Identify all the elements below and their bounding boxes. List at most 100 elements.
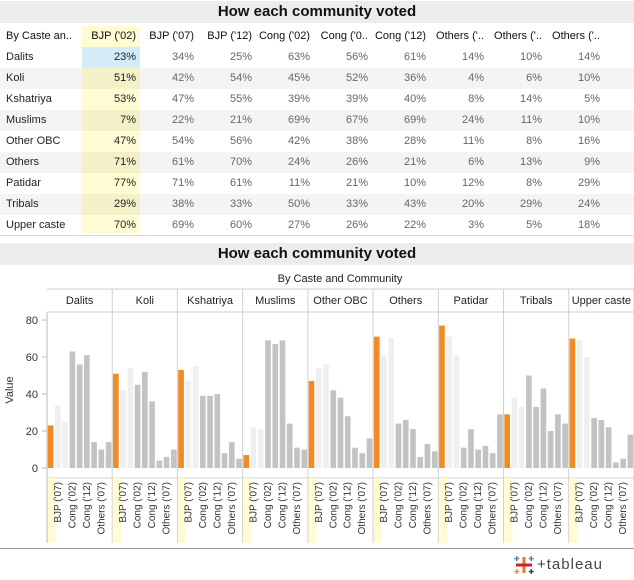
bar-others-0 xyxy=(373,336,380,468)
row-label: Dalits xyxy=(6,51,34,63)
bar-muslims-2 xyxy=(257,429,264,468)
y-tick-label: 60 xyxy=(26,352,38,364)
highlight-band xyxy=(504,478,513,543)
table-cell: 55% xyxy=(229,93,252,105)
panel-header-tribals: Tribals xyxy=(520,295,553,307)
bar-muslims-6 xyxy=(286,423,293,468)
bar-upper-caste-8 xyxy=(627,434,634,468)
bar-other-obc-2 xyxy=(323,364,329,468)
x-tick-label: BJP ('07) xyxy=(53,482,64,523)
x-tick-label: Cong ('12) xyxy=(343,482,354,528)
tableau-logo[interactable]: +tableau xyxy=(513,553,633,577)
table-cell: 24% xyxy=(287,156,310,168)
tableau-cross-icon xyxy=(514,556,534,574)
bar-tribals-4 xyxy=(533,406,539,468)
y-axis-title: Value xyxy=(4,376,16,403)
bar-others-5 xyxy=(410,429,416,468)
bar-kshatriya-5 xyxy=(214,394,221,468)
bar-patidar-8 xyxy=(497,414,503,468)
table-cell: 22% xyxy=(403,219,426,231)
highlight-band xyxy=(177,478,187,543)
x-tick-label: Cong ('12) xyxy=(473,482,484,528)
table-cell: 71% xyxy=(171,177,194,189)
tableau-logo-text: +tableau xyxy=(537,556,603,573)
bar-dalits-6 xyxy=(91,442,97,468)
bar-koli-2 xyxy=(127,368,134,468)
bar-koli-8 xyxy=(170,449,177,468)
table-cell: 69% xyxy=(403,114,426,126)
table-cell: 33% xyxy=(345,198,368,210)
table-cell: 39% xyxy=(345,93,368,105)
x-tick-label: Cong ('02) xyxy=(459,482,470,528)
column-header: Cong ('12) xyxy=(374,30,426,42)
bar-patidar-7 xyxy=(489,453,496,468)
table-cell: 4% xyxy=(468,72,484,84)
selected-cell xyxy=(82,47,140,68)
bar-upper-caste-7 xyxy=(620,458,626,468)
x-tick-label: BJP ('07) xyxy=(118,482,129,523)
bar-upper-caste-0 xyxy=(569,338,576,468)
row-label: Muslims xyxy=(6,114,47,126)
table-cell: 10% xyxy=(519,51,542,63)
highlight-band xyxy=(112,478,121,543)
table-cell: 3% xyxy=(468,219,484,231)
table-row: Tribals 29% 38% 33% 50% 33% 43% 20% 29% 24% xyxy=(0,194,634,215)
bar-patidar-4 xyxy=(468,429,474,468)
x-tick-label: Cong ('02) xyxy=(198,482,209,528)
bar-others-3 xyxy=(395,423,402,468)
bar-dalits-4 xyxy=(76,364,83,468)
table-cell: 52% xyxy=(345,72,368,84)
table-cell: 14% xyxy=(461,51,484,63)
y-tick-label: 80 xyxy=(26,315,38,327)
bar-kshatriya-3 xyxy=(199,395,206,468)
row-label: Koli xyxy=(6,72,25,84)
bar-koli-6 xyxy=(156,460,163,468)
y-tick-label: 20 xyxy=(26,426,38,438)
table-row: Upper caste 70% 69% 60% 27% 26% 22% 3% 5% 18% xyxy=(0,215,634,236)
x-tick-label: BJP ('07) xyxy=(183,482,194,523)
bar-muslims-3 xyxy=(265,340,271,468)
bar-other-obc-4 xyxy=(337,397,344,468)
highlight-band xyxy=(308,478,317,543)
table-cell: 26% xyxy=(345,156,368,168)
panel-header-koli: Koli xyxy=(136,295,154,307)
table-cell: 24% xyxy=(461,114,484,126)
bar-others-4 xyxy=(402,419,409,468)
bar-tribals-8 xyxy=(562,423,568,468)
table-cell: 26% xyxy=(345,219,368,231)
table-cell: 36% xyxy=(403,72,426,84)
bar-upper-caste-4 xyxy=(598,419,605,468)
bar-dalits-0 xyxy=(47,425,54,468)
x-tick-label: BJP ('07) xyxy=(509,482,520,523)
column-header: Cong ('02) xyxy=(258,30,310,42)
bar-other-obc-6 xyxy=(352,447,358,468)
table-row: Dalits 23% 34% 25% 63% 56% 61% 14% 10% 14% xyxy=(0,47,634,68)
bar-koli-5 xyxy=(149,401,155,468)
table-cell: 8% xyxy=(526,135,542,147)
bar-patidar-0 xyxy=(439,325,445,468)
x-tick-label: Cong ('12) xyxy=(538,482,549,528)
table-cell: 21% xyxy=(403,156,426,168)
table-cell: 24% xyxy=(577,198,600,210)
table-cell: 11% xyxy=(462,135,484,147)
table-cell: 21% xyxy=(345,177,368,189)
x-tick-label: Others ('07) xyxy=(162,482,173,534)
x-tick-label: Cong ('02) xyxy=(67,482,78,528)
column-header: BJP ('12) xyxy=(207,30,252,42)
table-cell: 70% xyxy=(113,219,136,231)
bar-tribals-2 xyxy=(518,406,525,468)
bar-muslims-7 xyxy=(294,447,300,468)
bar-other-obc-1 xyxy=(315,368,322,468)
bar-other-obc-5 xyxy=(344,416,351,468)
bar-tribals-7 xyxy=(555,414,561,468)
bar-kshatriya-0 xyxy=(178,369,184,468)
bar-upper-caste-5 xyxy=(605,427,612,468)
bar-upper-caste-2 xyxy=(584,357,590,468)
table-cell: 45% xyxy=(287,72,310,84)
x-tick-label: Others ('07) xyxy=(618,482,629,534)
x-tick-label: Cong ('12) xyxy=(212,482,223,528)
x-tick-label: Others ('07) xyxy=(422,482,433,534)
table-cell: 54% xyxy=(229,72,252,84)
row-label: Kshatriya xyxy=(6,93,52,105)
bar-dalits-2 xyxy=(62,421,68,468)
